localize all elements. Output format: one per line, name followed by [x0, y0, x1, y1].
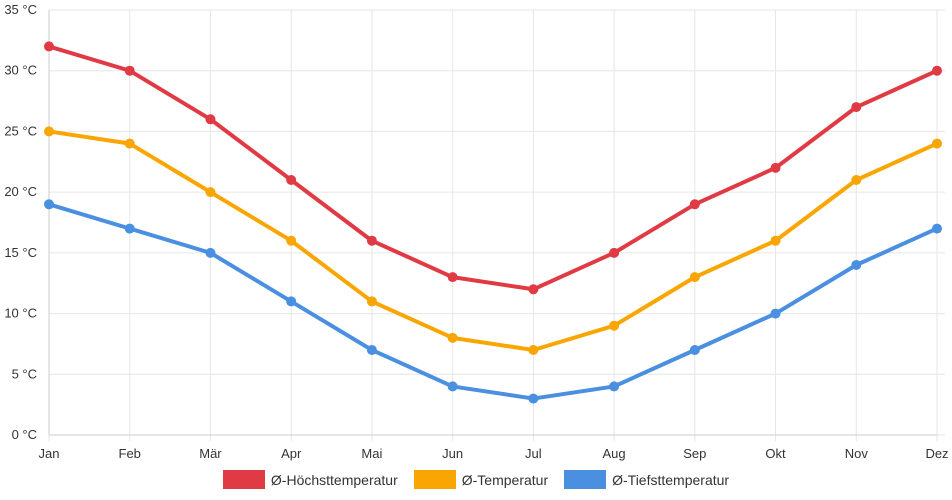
data-point[interactable] [609, 320, 620, 331]
data-point[interactable] [366, 235, 377, 246]
data-point[interactable] [932, 65, 942, 76]
data-point[interactable] [689, 272, 700, 283]
legend-item-high[interactable]: Ø-Höchsttemperatur [222, 470, 398, 489]
series-line-1 [48, 129, 938, 352]
series-lines [44, 41, 942, 404]
legend-item-low[interactable]: Ø-Tiefsttemperatur [564, 470, 729, 489]
y-tick-label: 10 °C [4, 306, 37, 321]
legend-item-mean[interactable]: Ø-Temperatur [413, 470, 549, 489]
data-point[interactable] [286, 296, 297, 307]
x-tick-label: Apr [281, 446, 302, 461]
x-tick-label: Mai [361, 446, 382, 461]
data-point[interactable] [286, 175, 297, 185]
data-point[interactable] [689, 345, 700, 355]
data-point[interactable] [447, 272, 458, 283]
data-point[interactable] [366, 345, 377, 355]
data-point[interactable] [770, 162, 781, 173]
x-tick-label: Nov [845, 446, 869, 461]
data-point[interactable] [528, 284, 539, 295]
data-point[interactable] [205, 114, 216, 125]
data-point[interactable] [609, 381, 620, 392]
legend-swatch-high [222, 470, 265, 489]
legend-label-mean: Ø-Temperatur [461, 471, 549, 488]
data-point[interactable] [528, 345, 539, 355]
data-point[interactable] [286, 235, 297, 246]
legend-label-low: Ø-Tiefsttemperatur [612, 471, 730, 488]
data-point[interactable] [447, 381, 458, 392]
y-tick-label: 0 °C [12, 427, 37, 442]
legend-label-high: Ø-Höchsttemperatur [270, 471, 398, 488]
data-point[interactable] [124, 138, 135, 149]
data-point[interactable] [366, 296, 377, 307]
x-tick-label: Feb [119, 446, 141, 461]
x-axis-ticks: Jan Feb Mär Apr Mai Jun Jul Aug Sep Okt Nov Dez [39, 446, 949, 461]
data-point[interactable] [851, 260, 862, 270]
x-tick-label: Aug [603, 446, 626, 461]
data-point[interactable] [205, 187, 216, 198]
data-point[interactable] [932, 138, 942, 149]
x-tick-label: Jul [525, 446, 542, 461]
y-tick-label: 30 °C [4, 63, 37, 78]
data-point[interactable] [851, 175, 862, 185]
data-point[interactable] [689, 199, 700, 210]
data-point[interactable] [44, 126, 54, 137]
y-tick-label: 15 °C [4, 245, 37, 260]
data-point[interactable] [44, 199, 54, 210]
series-line-0 [48, 44, 938, 292]
grid-lines [48, 9, 945, 441]
data-point[interactable] [124, 65, 135, 76]
series-line-2 [48, 202, 938, 401]
y-tick-label: 20 °C [4, 184, 37, 199]
data-point[interactable] [932, 223, 942, 234]
data-point[interactable] [124, 223, 135, 234]
data-point[interactable] [447, 332, 458, 343]
y-tick-label: 35 °C [4, 2, 37, 17]
data-point[interactable] [609, 247, 620, 258]
data-point[interactable] [770, 308, 781, 319]
x-tick-label: Jun [442, 446, 463, 461]
data-point[interactable] [44, 41, 54, 52]
legend-swatch-mean [413, 470, 456, 489]
legend: Ø-Höchsttemperatur Ø-Temperatur Ø-Tiefst… [0, 470, 952, 489]
x-tick-label: Dez [925, 446, 948, 461]
y-tick-label: 25 °C [4, 123, 37, 138]
x-tick-label: Jan [39, 446, 60, 461]
y-axis-ticks: 0 °C 5 °C 10 °C 15 °C 20 °C 25 °C 30 °C 35 °C [4, 2, 37, 442]
data-point[interactable] [770, 235, 781, 246]
temperature-line-chart: 0 °C 5 °C 10 °C 15 °C 20 °C 25 °C 30 °C 35 °C J… [4, 2, 949, 461]
x-tick-label: Sep [683, 446, 706, 461]
x-tick-label: Okt [765, 446, 786, 461]
x-tick-label: Mär [199, 446, 222, 461]
data-point[interactable] [205, 247, 216, 258]
data-point[interactable] [528, 393, 539, 404]
data-point[interactable] [851, 102, 862, 113]
y-tick-label: 5 °C [12, 366, 37, 381]
legend-swatch-low [564, 470, 607, 489]
